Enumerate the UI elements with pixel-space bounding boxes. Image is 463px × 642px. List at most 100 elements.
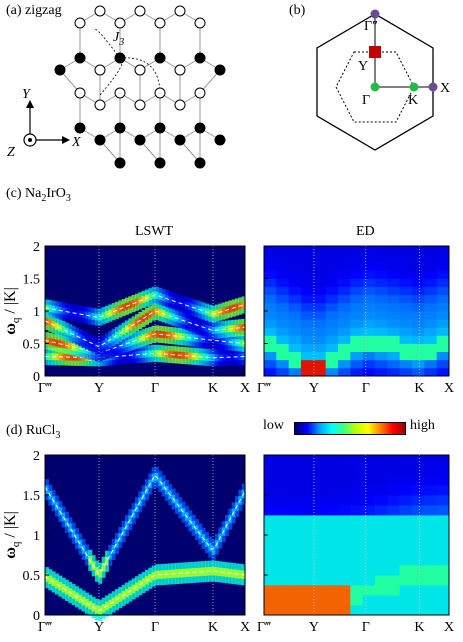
ed-intensity-cell (313, 270, 327, 279)
ed-intensity-cell (375, 335, 388, 344)
ed-intensity-cell (387, 262, 401, 271)
ed-intensity-cell (264, 605, 277, 616)
ed-intensity-cell (325, 335, 339, 344)
ed-intensity-cell (276, 367, 290, 377)
ed-intensity-cell (313, 465, 327, 476)
spectral-band-core (115, 539, 119, 548)
filled-site (114, 157, 126, 169)
ed-intensity-cell (436, 351, 450, 361)
spectral-band-core (161, 331, 166, 339)
ed-intensity-cell (399, 505, 413, 516)
ed-intensity-cell (350, 495, 364, 506)
ed-intensity-cell (350, 585, 364, 596)
ed-intensity-cell (276, 262, 290, 271)
ed-intensity-cell (436, 367, 450, 377)
ed-intensity-cell (375, 351, 388, 361)
ed-intensity-cell (338, 327, 351, 336)
ed-intensity-cell (350, 455, 364, 466)
ed-intensity-cell (375, 475, 388, 486)
ed-intensity-cell (412, 262, 425, 271)
open-site (134, 5, 146, 17)
open-site (74, 17, 86, 29)
ed-intensity-cell (350, 278, 364, 288)
ed-intensity-cell (288, 319, 302, 328)
y-point-marker (369, 46, 381, 58)
ed-intensity-cell (276, 485, 290, 496)
ed-intensity-cell (436, 465, 450, 476)
spectral-band-core (191, 521, 196, 530)
spectral-band-core (48, 575, 53, 585)
spectral-band-core (208, 354, 213, 361)
ed-intensity-cell (288, 254, 302, 263)
open-site (94, 64, 106, 76)
ed-intensity-cell (387, 525, 401, 536)
ed-intensity-cell (362, 343, 376, 353)
ed-intensity-cell (325, 545, 339, 556)
ed-intensity-cell (362, 535, 376, 546)
ed-intensity-cell (350, 351, 364, 361)
ed-intensity-cell (325, 515, 339, 526)
ed-intensity-cell (288, 545, 302, 556)
ed-intensity-cell (288, 455, 302, 466)
filled-site (114, 52, 126, 64)
ed-intensity-cell (313, 286, 327, 296)
ed-intensity-cell (387, 327, 401, 336)
na-ed-plot: Γ‴ Y Γ K X (257, 245, 454, 396)
ed-intensity-cell (338, 455, 351, 466)
ed-intensity-cell (399, 495, 413, 506)
filled-site (154, 157, 166, 169)
x-tick-label: K (208, 381, 218, 396)
ed-intensity-cell (350, 545, 364, 556)
open-site (94, 99, 106, 111)
ed-intensity-cell (362, 565, 376, 576)
ed-intensity-cell (264, 319, 277, 328)
ed-intensity-cell (313, 367, 327, 377)
ed-intensity-cell (362, 545, 376, 556)
ed-intensity-cell (362, 555, 376, 566)
ed-intensity-cell (387, 319, 401, 328)
ed-intensity-cell (338, 311, 351, 320)
ed-intensity-cell (387, 505, 401, 516)
spectral-band-core (58, 581, 63, 591)
spectral-band-core (128, 301, 133, 309)
ed-intensity-cell (264, 302, 277, 312)
ed-intensity-cell (362, 359, 376, 369)
spectral-band-core (225, 325, 229, 333)
x-tick-label: K (414, 381, 424, 396)
ed-intensity-cell (338, 495, 351, 506)
ed-intensity-cell (436, 575, 450, 586)
ed-intensity-cell (264, 311, 277, 320)
spectral-band-core (148, 293, 153, 301)
ed-intensity-cell (436, 359, 450, 369)
ed-intensity-cell (399, 555, 413, 566)
ed-intensity-cell (338, 585, 351, 596)
y-tick-label: 1.5 (23, 273, 41, 288)
ed-intensity-cell (350, 555, 364, 566)
ed-title: ED (356, 224, 375, 239)
ed-intensity-cell (424, 475, 438, 486)
ed-intensity-cell (424, 319, 438, 328)
ed-intensity-cell (276, 302, 290, 312)
ed-intensity-cell (313, 327, 327, 336)
ed-intensity-cell (387, 254, 401, 263)
lswt-dashed-line (44, 310, 246, 347)
ed-intensity-cell (276, 585, 290, 596)
ed-intensity-cell (313, 475, 327, 486)
ed-intensity-cell (412, 475, 425, 486)
spectral-band-core (228, 305, 233, 313)
ed-intensity-cell (301, 465, 314, 476)
ed-intensity-cell (276, 311, 290, 320)
ed-intensity-cell (424, 535, 438, 546)
colorbar (294, 422, 406, 435)
ed-intensity-cell (399, 565, 413, 576)
ed-intensity-cell (338, 343, 351, 353)
ed-intensity-cell (313, 319, 327, 328)
spectral-band-core (235, 303, 239, 311)
ed-intensity-cell (264, 327, 277, 336)
ed-intensity-cell (276, 254, 290, 263)
ed-intensity-cell (313, 294, 327, 304)
ed-intensity-cell (399, 319, 413, 328)
spectral-band-core (208, 542, 213, 552)
ed-intensity-cell (313, 455, 327, 466)
ed-intensity-cell (362, 351, 376, 361)
